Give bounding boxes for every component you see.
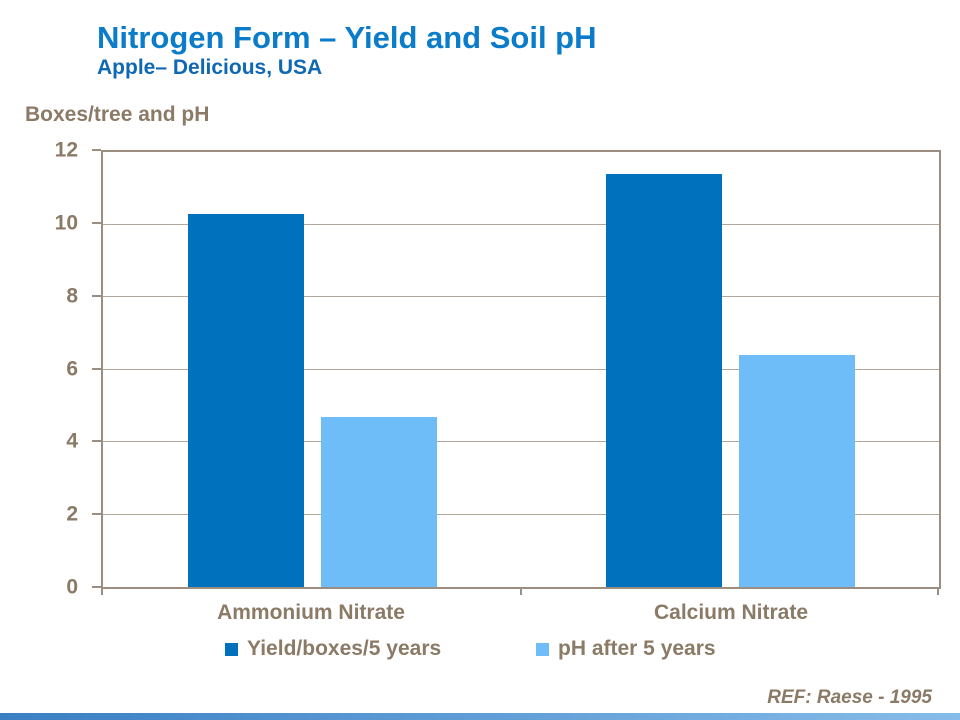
bar-calcium-nitrate-yield-boxes-5-years <box>605 173 722 587</box>
bottom-accent-bar <box>0 713 960 720</box>
plot-area <box>101 150 941 589</box>
legend-label-yield: Yield/boxes/5 years <box>247 637 442 660</box>
category-label-ammonium-nitrate: Ammonium Nitrate <box>217 601 405 624</box>
gridline-6 <box>103 368 939 370</box>
legend-label-ph: pH after 5 years <box>558 637 716 660</box>
bar-calcium-nitrate-ph-after-5-years <box>738 355 855 587</box>
category-label-calcium-nitrate: Calcium Nitrate <box>653 601 809 624</box>
y-tick-label-8: 8 <box>66 284 78 308</box>
slide-subtitle: Apple– Delicious, USA <box>97 56 323 79</box>
y-tick-label-2: 2 <box>66 502 78 526</box>
x-tick-mark-2 <box>937 587 939 595</box>
gridline-4 <box>103 441 939 442</box>
y-tick-mark-12 <box>92 149 101 151</box>
y-tick-label-10: 10 <box>54 211 78 235</box>
legend-swatch-ph <box>536 642 549 656</box>
y-tick-mark-4 <box>92 440 101 443</box>
y-axis-title: Boxes/tree and pH <box>25 103 210 126</box>
y-tick-label-12: 12 <box>54 138 78 162</box>
gridline-8 <box>103 296 939 297</box>
slide-title: Nitrogen Form – Yield and Soil pH <box>97 20 597 55</box>
legend-swatch-yield <box>225 642 238 656</box>
gridline-10 <box>103 223 939 225</box>
bar-ammonium-nitrate-ph-after-5-years <box>320 416 437 587</box>
y-tick-label-4: 4 <box>66 429 78 453</box>
legend-item-yield: Yield/boxes/5 years <box>225 637 441 661</box>
y-tick-label-6: 6 <box>66 357 78 380</box>
y-axis: 0 2 4 6 8 10 12 <box>0 140 101 598</box>
y-tick-mark-2 <box>92 513 101 516</box>
x-tick-mark-1 <box>520 587 522 595</box>
gridline-2 <box>103 513 939 515</box>
y-tick-mark-6 <box>92 367 101 370</box>
y-tick-mark-0 <box>92 586 101 588</box>
y-tick-mark-10 <box>92 221 101 224</box>
legend-item-ph: pH after 5 years <box>536 637 716 661</box>
y-tick-mark-8 <box>92 294 101 297</box>
x-tick-mark-0 <box>101 587 103 595</box>
y-tick-label-0: 0 <box>66 575 78 599</box>
reference-text: REF: Raese - 1995 <box>767 687 932 708</box>
bar-ammonium-nitrate-yield-boxes-5-years <box>187 213 304 587</box>
